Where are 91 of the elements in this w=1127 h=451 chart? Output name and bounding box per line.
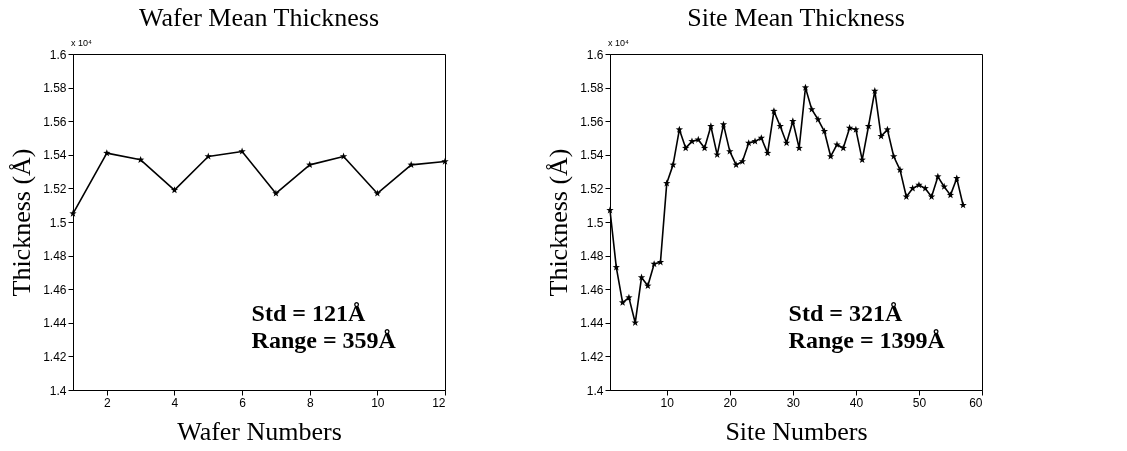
- point: [883, 125, 892, 133]
- x-tick-label: 30: [786, 395, 801, 410]
- x-tick-label: 20: [723, 395, 738, 410]
- point: [719, 120, 728, 128]
- y-tick-label: 1.44: [580, 316, 604, 331]
- x-axis-title: Wafer Numbers: [177, 416, 342, 446]
- point: [650, 260, 658, 268]
- point: [770, 107, 778, 115]
- point: [934, 172, 942, 180]
- point: [940, 182, 948, 190]
- point: [789, 117, 797, 125]
- text: x 10⁴: [608, 38, 630, 48]
- x-tick-label: 6: [239, 395, 247, 410]
- annotation: Range = 1399Å: [788, 327, 946, 354]
- y-tick-label: 1.4: [49, 383, 67, 398]
- point: [864, 122, 873, 130]
- point: [896, 166, 904, 174]
- point: [612, 263, 620, 271]
- x-tick-label: 50: [912, 395, 927, 410]
- x-tick-label: 10: [660, 395, 675, 410]
- y-tick-label: 1.56: [43, 114, 67, 129]
- point: [814, 115, 822, 123]
- y-tick-label: 1.56: [580, 114, 604, 129]
- y-tick-label: 1.52: [580, 181, 604, 196]
- text: x 10⁴: [71, 38, 93, 48]
- point: [204, 152, 212, 160]
- point: [637, 273, 646, 281]
- point: [959, 201, 967, 209]
- y-tick-label: 1.54: [43, 148, 67, 163]
- point: [833, 140, 841, 148]
- annotation: Std = 121Å: [251, 300, 366, 327]
- point: [675, 125, 684, 133]
- point: [272, 189, 280, 197]
- point: [694, 135, 702, 143]
- point: [606, 206, 614, 214]
- x-tick-label: 40: [849, 395, 864, 410]
- y-tick-label: 1.58: [43, 81, 67, 96]
- point: [908, 184, 917, 192]
- y-tick-label: 1.6: [49, 47, 67, 62]
- chart-title: Wafer Mean Thickness: [138, 3, 380, 32]
- chart-title: Site Mean Thickness: [687, 3, 905, 32]
- point: [625, 293, 633, 301]
- point: [751, 137, 759, 145]
- point: [890, 152, 898, 160]
- y-tick-label: 1.6: [586, 47, 604, 62]
- y-tick-label: 1.5: [586, 215, 604, 230]
- point: [339, 152, 348, 160]
- point: [663, 179, 671, 187]
- point: [688, 137, 696, 145]
- y-axis-title: Thickness (Å): [7, 148, 37, 297]
- point: [726, 147, 734, 155]
- point: [801, 83, 810, 91]
- point: [738, 157, 747, 165]
- x-axis-title: Site Numbers: [725, 416, 868, 446]
- point: [915, 181, 923, 189]
- x-tick-label: 2: [103, 395, 111, 410]
- y-tick-label: 1.46: [580, 282, 604, 297]
- y-tick-label: 1.44: [43, 316, 67, 331]
- point: [618, 298, 627, 306]
- y-tick-label: 1.48: [43, 249, 67, 264]
- point: [441, 157, 449, 165]
- point: [953, 174, 961, 182]
- point: [877, 132, 885, 140]
- point: [852, 125, 860, 133]
- y-tick-label: 1.54: [580, 148, 604, 163]
- y-tick-label: 1.52: [43, 181, 67, 196]
- y-axis-title: Thickness (Å): [544, 148, 574, 297]
- point: [238, 147, 246, 155]
- point: [373, 189, 382, 197]
- x-tick-label: 4: [171, 395, 179, 410]
- annotation: Range = 359Å: [251, 327, 397, 354]
- annotation: Std = 321Å: [788, 300, 903, 327]
- x-tick-label: 12: [432, 395, 446, 410]
- point: [669, 161, 677, 169]
- x-tick-label: 60: [969, 395, 983, 410]
- point: [827, 152, 835, 160]
- y-tick-label: 1.58: [580, 81, 604, 96]
- y-tick-label: 1.42: [43, 349, 67, 364]
- x-tick-label: 8: [306, 395, 314, 410]
- y-tick-label: 1.42: [580, 349, 604, 364]
- y-tick-label: 1.46: [43, 282, 67, 297]
- y-tick-label: 1.48: [580, 249, 604, 264]
- point: [707, 122, 715, 130]
- point: [808, 105, 816, 113]
- point: [69, 209, 77, 217]
- point: [921, 184, 929, 192]
- y-tick-label: 1.5: [49, 215, 67, 230]
- point: [103, 149, 111, 157]
- y-tick-label: 1.4: [586, 383, 604, 398]
- x-tick-label: 10: [371, 395, 385, 410]
- point: [776, 122, 784, 130]
